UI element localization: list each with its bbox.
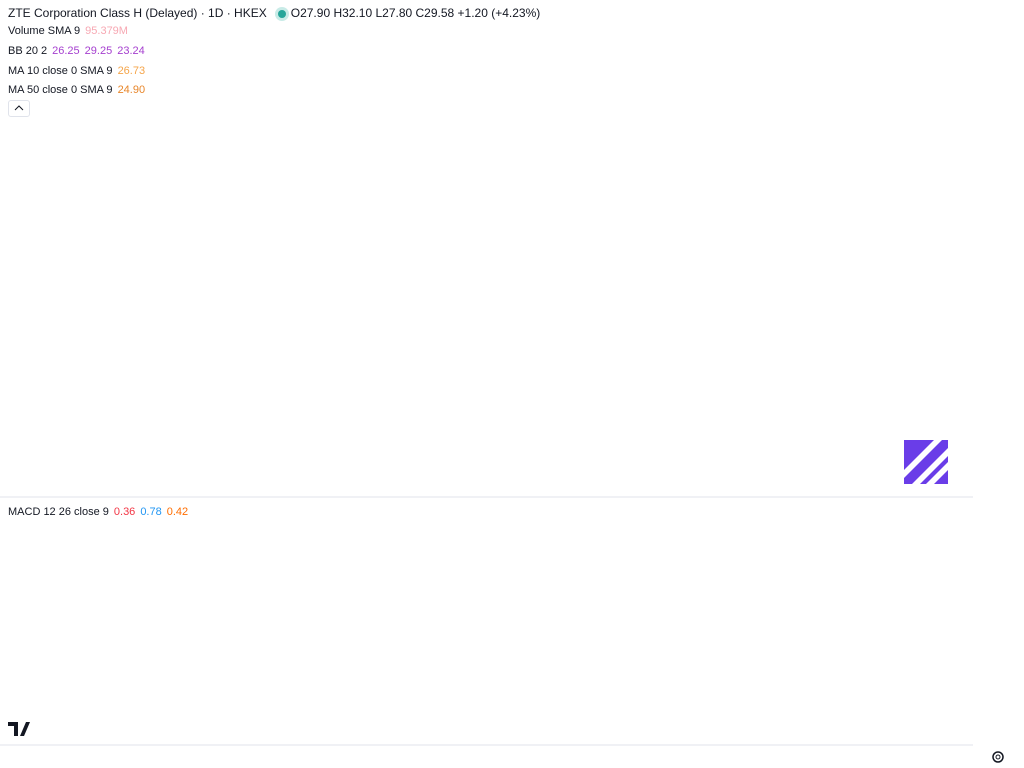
- legend-value: 0.78: [140, 506, 162, 518]
- legend-value: 24.90: [117, 84, 146, 96]
- logo-stripes: [904, 440, 948, 484]
- tv-mark: [8, 722, 30, 736]
- legend-value: 95.379M: [85, 25, 128, 37]
- legend-value: 26.25: [52, 45, 80, 57]
- legend-volume[interactable]: Volume SMA 9 95.379M: [8, 24, 133, 38]
- ohlc: O27.90 H32.10 L27.80 C29.58 +1.20 (+4.23…: [290, 6, 541, 20]
- brand-logo: [904, 440, 948, 484]
- header: ZTE Corporation Class H (Delayed) · 1D ·…: [8, 6, 545, 20]
- legend-value: 29.25: [84, 45, 113, 57]
- gear-center[interactable]: [995, 754, 1001, 760]
- settings-icon[interactable]: [992, 751, 1004, 763]
- legend-value: 26.73: [117, 65, 146, 77]
- collapse-legend-button[interactable]: [8, 100, 30, 117]
- symbol-title[interactable]: ZTE Corporation Class H (Delayed) · 1D ·…: [8, 6, 267, 20]
- legend-ma50[interactable]: MA 50 close 0 SMA 9 24.90: [8, 83, 150, 97]
- chevron[interactable]: [9, 101, 29, 116]
- legend-bb[interactable]: BB 20 2 26.25 29.25 23.24: [8, 44, 150, 58]
- gear[interactable]: [992, 751, 1004, 763]
- legend-name: Volume SMA 9: [8, 25, 81, 37]
- legend-ma10[interactable]: MA 10 close 0 SMA 9 26.73: [8, 64, 150, 78]
- legend-name: MACD 12 26 close 9: [8, 506, 109, 518]
- legend-macd[interactable]: MACD 12 26 close 9 0.36 0.78 0.42: [8, 505, 193, 519]
- tv-logo: [8, 722, 30, 736]
- chevron-path: [14, 105, 24, 111]
- legend-value: 0.42: [166, 506, 189, 518]
- legend-name: MA 10 close 0 SMA 9: [8, 65, 113, 77]
- legend-name: MA 50 close 0 SMA 9: [8, 84, 113, 96]
- legend-name: BB 20 2: [8, 45, 48, 57]
- legend-value: 23.24: [117, 45, 145, 57]
- status-dot: [277, 9, 286, 18]
- legend-value: 0.36: [113, 506, 136, 518]
